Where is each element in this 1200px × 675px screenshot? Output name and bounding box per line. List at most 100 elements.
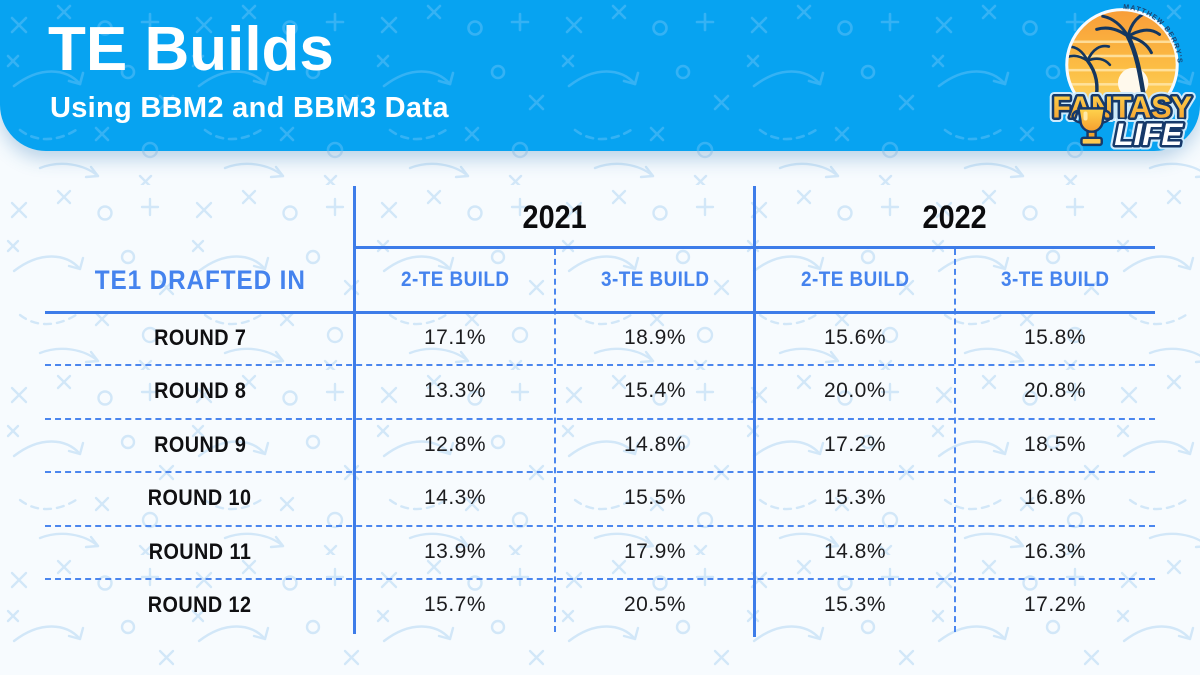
value-cell: 15.6% [755, 311, 955, 365]
percentage-value: 13.9% [423, 539, 487, 563]
percentage-value: 15.5% [623, 486, 687, 510]
percentage-value: 17.2% [1023, 593, 1087, 617]
subcolumn-header-2022-3te: 3-TE BUILD [955, 249, 1155, 311]
percentage-value: 14.3% [423, 486, 487, 510]
corner-spacer [45, 186, 355, 249]
brand-life-glow: LIFE [1114, 117, 1183, 152]
value-cell: 17.2% [755, 418, 955, 472]
round-label: ROUND 8 [153, 378, 247, 404]
table-grid-line-vertical [353, 186, 356, 634]
brand-life: LIFE [1114, 117, 1183, 152]
te-builds-table: 2021 2022 TE1 DRAFTED IN 2-TE BUILD 3-TE… [45, 186, 1155, 632]
sunset-badge [1067, 10, 1177, 120]
value-cell: 18.5% [955, 418, 1155, 472]
percentage-value: 15.4% [623, 379, 687, 403]
table-row-separator [45, 418, 1155, 420]
subcolumn-label: 2-TE BUILD [400, 268, 510, 291]
value-cell: 14.8% [755, 525, 955, 579]
percentage-value: 12.8% [423, 432, 487, 456]
percentage-value: 17.1% [423, 325, 487, 349]
round-label: ROUND 7 [153, 324, 247, 350]
subcolumn-header-2021-3te: 3-TE BUILD [555, 249, 755, 311]
value-cell: 20.8% [955, 365, 1155, 419]
round-label: ROUND 10 [148, 485, 252, 511]
header-banner: TE Builds Using BBM2 and BBM3 Data [0, 0, 1200, 151]
percentage-value: 15.7% [423, 593, 487, 617]
year-header-2021: 2021 [355, 186, 755, 249]
row-label: ROUND 11 [45, 525, 355, 579]
percentage-value: 16.3% [1023, 539, 1087, 563]
value-cell: 13.3% [355, 365, 555, 419]
value-cell: 17.2% [955, 579, 1155, 633]
value-cell: 16.8% [955, 472, 1155, 526]
row-group-header: TE1 DRAFTED IN [45, 249, 355, 311]
percentage-value: 14.8% [623, 432, 687, 456]
value-cell: 15.3% [755, 579, 955, 633]
percentage-value: 15.3% [823, 593, 887, 617]
percentage-value: 20.5% [623, 593, 687, 617]
brand-fantasy: FANTASY [1052, 91, 1192, 125]
percentage-value: 20.8% [1023, 379, 1087, 403]
table-grid-line-vertical-dashed [954, 249, 956, 632]
round-label: ROUND 12 [148, 592, 252, 618]
table-grid-line-vertical-dashed [554, 249, 556, 632]
value-cell: 17.9% [555, 525, 755, 579]
value-cell: 15.5% [555, 472, 755, 526]
percentage-value: 17.9% [623, 539, 687, 563]
value-cell: 17.1% [355, 311, 555, 365]
percentage-value: 13.3% [423, 379, 487, 403]
table-row-separator [45, 364, 1155, 366]
value-cell: 15.7% [355, 579, 555, 633]
table-grid-line-horizontal [45, 311, 1155, 314]
fantasy-life-logo: MATTHEW BERRY'S FANTASY FANTASY LIFE LIF… [1048, 3, 1197, 154]
subcolumn-label: 3-TE BUILD [600, 268, 710, 291]
percentage-value: 15.6% [823, 325, 887, 349]
year-label: 2021 [522, 199, 588, 235]
row-label: ROUND 7 [45, 311, 355, 365]
round-label: ROUND 11 [148, 538, 252, 564]
value-cell: 13.9% [355, 525, 555, 579]
percentage-value: 18.5% [1023, 432, 1087, 456]
value-cell: 20.5% [555, 579, 755, 633]
banner-play-diagram-pattern [0, 0, 1200, 151]
value-cell: 14.3% [355, 472, 555, 526]
table-grid-line-vertical [753, 186, 756, 637]
brand-fantasy-glow: FANTASY [1052, 91, 1192, 125]
percentage-value: 17.2% [823, 432, 887, 456]
percentage-value: 16.8% [1023, 486, 1087, 510]
value-cell: 15.4% [555, 365, 755, 419]
percentage-value: 18.9% [623, 325, 687, 349]
badge-outline [1065, 8, 1179, 122]
row-label: ROUND 10 [45, 472, 355, 526]
page-subtitle: Using BBM2 and BBM3 Data [50, 92, 449, 124]
value-cell: 15.8% [955, 311, 1155, 365]
trophy-icon [1071, 107, 1112, 147]
year-header-2022: 2022 [755, 186, 1155, 249]
value-cell: 15.3% [755, 472, 955, 526]
subcolumn-label: 3-TE BUILD [1000, 268, 1110, 291]
row-group-header-label: TE1 DRAFTED IN [94, 264, 306, 295]
percentage-value: 15.8% [1023, 325, 1087, 349]
table-row-separator [45, 525, 1155, 527]
table-grid-line-horizontal [355, 246, 1155, 249]
value-cell: 12.8% [355, 418, 555, 472]
value-cell: 14.8% [555, 418, 755, 472]
value-cell: 18.9% [555, 311, 755, 365]
table-row-separator [45, 578, 1155, 580]
percentage-value: 20.0% [823, 379, 887, 403]
subcolumn-header-2022-2te: 2-TE BUILD [755, 249, 955, 311]
year-label: 2022 [922, 199, 988, 235]
table-row-separator [45, 471, 1155, 473]
percentage-value: 14.8% [823, 539, 887, 563]
round-label: ROUND 9 [153, 431, 247, 457]
subcolumn-label: 2-TE BUILD [800, 268, 910, 291]
page-title: TE Builds [48, 15, 334, 84]
value-cell: 16.3% [955, 525, 1155, 579]
row-label: ROUND 12 [45, 579, 355, 633]
percentage-value: 15.3% [823, 486, 887, 510]
value-cell: 20.0% [755, 365, 955, 419]
row-label: ROUND 8 [45, 365, 355, 419]
subcolumn-header-2021-2te: 2-TE BUILD [355, 249, 555, 311]
row-label: ROUND 9 [45, 418, 355, 472]
